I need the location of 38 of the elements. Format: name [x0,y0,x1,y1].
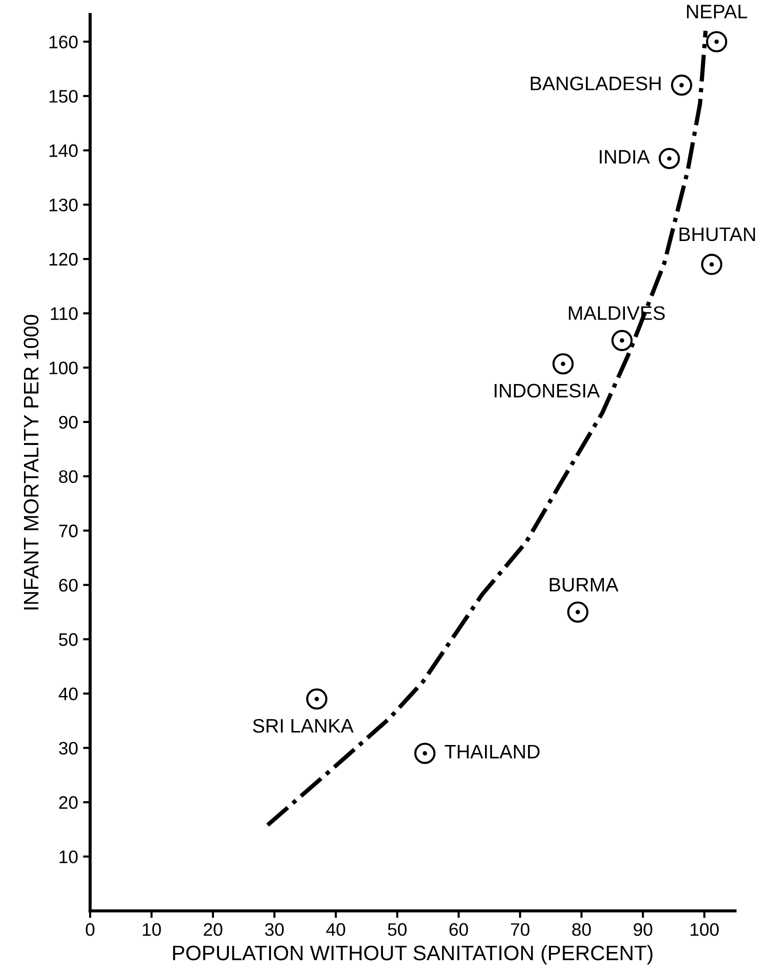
annotation: INDONESIA [494,384,600,398]
x-axis-title: POPULATION WITHOUT SANITATION (PERCENT) [173,945,652,964]
y-tick-label: 110 [50,307,78,320]
x-tick-label: 50 [388,923,407,936]
x-tick-label: 70 [510,923,530,936]
x-tick-label: 60 [450,923,468,936]
y-tick-label: 50 [58,633,78,646]
y-tick-label: 80 [59,470,78,483]
annotation: NEPAL [687,4,748,18]
y-tick-label: 140 [50,144,78,158]
annotation: BURMA [550,578,618,592]
y-tick-label: 90 [59,416,78,429]
x-tick-label: 40 [326,923,346,936]
annotation: MALDIVES [568,306,665,320]
y-tick-label: 150 [50,90,78,103]
y-axis-title: INFANT MORTALITY PER 1000 [24,314,39,610]
x-tick-label: 100 [690,923,719,936]
x-tick-label: 10 [142,923,161,936]
annotation: SRI LANKA [252,718,354,733]
y-tick-label: 70 [59,524,78,538]
y-tick-label: 130 [50,198,78,212]
annotation: THAILAND [444,744,540,758]
annotation: BHUTAN [680,228,755,242]
y-tick-label: 10 [60,850,78,864]
annotation: INDIA [600,150,650,164]
x-tick-label: 80 [572,923,591,936]
y-tick-label: 20 [59,796,78,809]
x-tick-label: 20 [204,923,222,936]
y-tick-label: 40 [58,688,78,700]
y-tick-label: 100 [50,362,78,374]
y-tick-label: 60 [59,578,78,592]
y-tick-label: 120 [50,252,78,266]
annotation: BANGLADESH [530,76,661,90]
y-tick-label: 160 [50,36,78,48]
x-tick-label: 90 [634,923,652,936]
y-tick-label: 30 [58,742,78,755]
x-tick-label: 0 [86,923,94,936]
x-tick-label: 30 [265,923,284,936]
